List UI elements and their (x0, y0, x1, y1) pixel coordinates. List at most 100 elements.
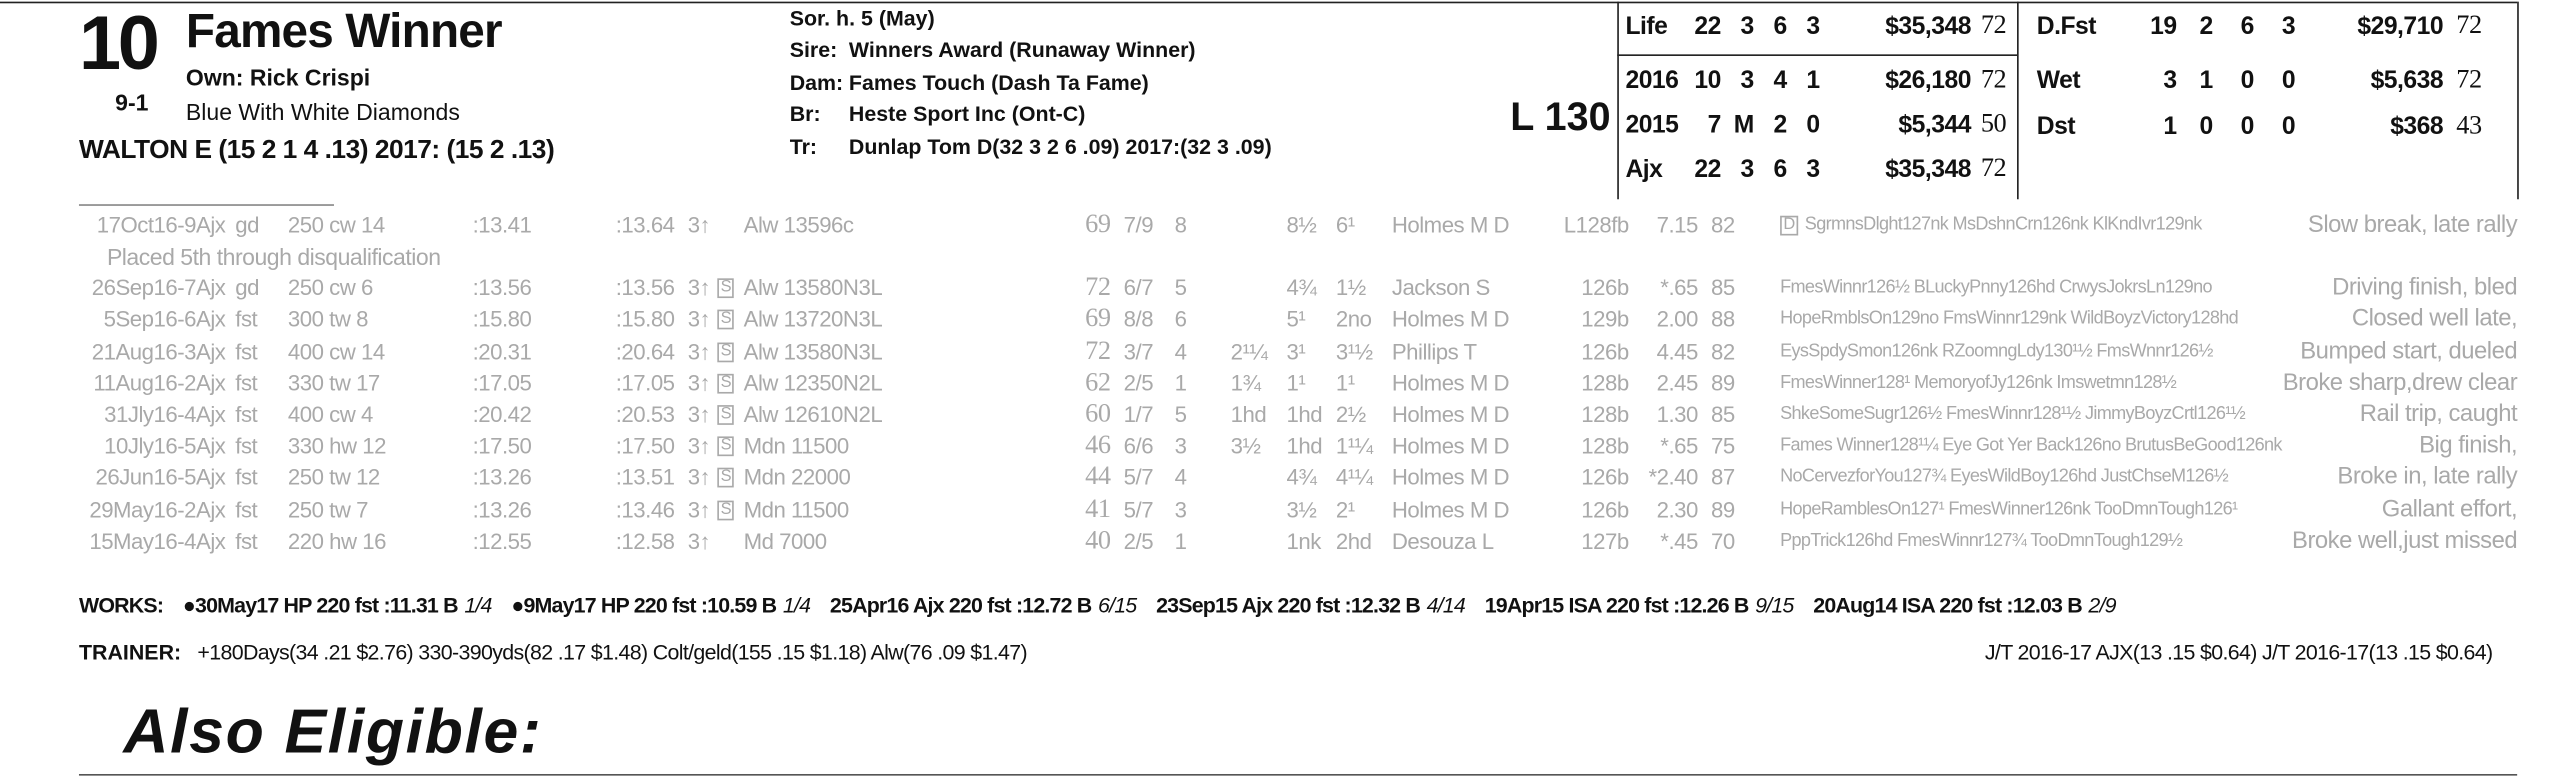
pedigree-label: Dam: (789, 69, 844, 94)
pp-top: SgrmnsDlght127nk MsDshnCrn126nk KlKndIvr… (1804, 214, 2203, 235)
record-value: 72 (1980, 65, 2007, 94)
pp-date: 17Oct16-9Ajx (96, 212, 226, 238)
pp-fig: 72 (1085, 273, 1111, 302)
pp-pp: 2/5 (1123, 528, 1154, 554)
record-label: Ajx (1625, 155, 1663, 184)
pp-sb: S (717, 436, 735, 457)
pp-f2: :17.50 (615, 433, 675, 459)
work-rank: 6/15 (1098, 592, 1137, 618)
pp-spd: 75 (1711, 433, 1735, 459)
pp-wt: 129b (1581, 307, 1629, 333)
pp-c2: 1nk (1286, 528, 1322, 554)
pp-pp: 2/5 (1123, 370, 1154, 396)
pp-jky: Holmes M D (1391, 433, 1510, 459)
pp-c1: 1¾ (1230, 370, 1261, 396)
pp-top: NoCervezforYou127¾ EyesWildBoy126hd Just… (1780, 467, 2229, 488)
pp-cond: gd (235, 212, 259, 238)
pp-race: Mdn 22000 (743, 465, 851, 491)
pp-st: 3 (1174, 497, 1187, 522)
jockey-trainer: J/T 2016-17 AJX(13 .15 $0.64) J/T 2016-1… (1984, 639, 2493, 665)
pp-dist: 330 hw 12 (287, 433, 387, 459)
pp-cmt: Gallant effort, (2381, 496, 2518, 523)
pp-cmt: Broke sharp,drew clear (2282, 369, 2518, 397)
record-label: Wet (2036, 66, 2081, 95)
pp-top: ShkeSomeSugr126½ FmesWinnr128¹½ JimmyBoy… (1780, 404, 2246, 425)
record-value: 1 (1806, 66, 1820, 95)
pp-fig: 72 (1085, 336, 1111, 365)
pp-f1: :13.26 (472, 497, 532, 522)
pp-sb: S (717, 468, 735, 489)
pedigree-label: Tr: (789, 133, 818, 159)
rule (2017, 1, 2019, 200)
record-value: 6 (2240, 12, 2255, 41)
pp-race: Alw 13580N3L (743, 275, 883, 301)
pp-age: 3↑ (687, 212, 711, 238)
record-value: $35,348 (1885, 155, 1971, 184)
record-value: 7 (1707, 111, 1722, 140)
weight: L 130 (1510, 95, 1611, 140)
record-value: 43 (2456, 111, 2482, 140)
work-rank: 2/9 (2088, 592, 2116, 618)
pp-cond: fst (235, 307, 258, 333)
pp-wt: 128b (1581, 370, 1629, 396)
pp-c2: 1¹ (1286, 370, 1306, 396)
pp-cmt: Rail trip, caught (2359, 401, 2518, 428)
pp-pp: 7/9 (1123, 212, 1154, 238)
pp-sb: S (717, 278, 735, 299)
pp-age: 3↑ (687, 338, 711, 364)
pp-race: Alw 13580N3L (743, 338, 883, 364)
pp-fin: 1½ (1335, 275, 1366, 301)
record-value: 19 (2150, 12, 2177, 41)
work-entry: 23Sep15 Ajx 220 fst :12.32 B (1156, 592, 1421, 618)
pp-pp: 5/7 (1123, 465, 1154, 491)
pp-wt: L128fb (1563, 212, 1629, 238)
pp-jky: Holmes M D (1391, 465, 1510, 491)
bullet: ● (182, 592, 196, 618)
rule (2517, 1, 2519, 200)
pp-cmt: Big finish, (2419, 433, 2518, 460)
pedigree-value: Fames Touch (Dash Ta Fame) (848, 69, 1149, 94)
record-value: 72 (1980, 154, 2007, 183)
record-value: 3 (1740, 12, 1755, 41)
pp-dist: 250 tw 12 (287, 465, 380, 491)
record-value: 6 (1773, 155, 1787, 184)
pp-c2: 3½ (1286, 497, 1317, 522)
pp-wt: 126b (1581, 497, 1629, 522)
record-value: 2 (1773, 111, 1787, 140)
silks: Blue With White Diamonds (185, 98, 460, 126)
pp-jky: Jackson S (1391, 275, 1491, 301)
pp-c1: 1hd (1230, 402, 1267, 427)
trainer-label: TRAINER: (78, 639, 182, 665)
record-value: 10 (1694, 66, 1721, 95)
pp-jky: Phillips T (1391, 338, 1477, 364)
pp-cmt: Closed well late, (2351, 306, 2518, 333)
pp-cond: fst (235, 465, 258, 491)
pp-fin: 2no (1335, 307, 1372, 333)
owner: Own: Rick Crispi (185, 64, 371, 91)
sex-age: Sor. h. 5 (May) (789, 5, 935, 31)
pp-f1: :17.50 (472, 433, 532, 459)
pp-f1: :15.80 (472, 307, 532, 333)
pp-age: 3↑ (687, 275, 711, 301)
pp-race: Md 7000 (743, 528, 827, 554)
pp-dist: 330 tw 17 (287, 370, 380, 396)
pp-race: Alw 13596c (743, 212, 854, 238)
pp-dq: D (1780, 215, 1799, 236)
pp-age: 3↑ (687, 465, 711, 491)
pp-top: Fames Winner128¹¼ Eye Got Yer Back126no … (1780, 435, 2282, 456)
pp-pp: 6/7 (1123, 275, 1154, 301)
pp-spd: 87 (1711, 465, 1735, 491)
work-entry: 20Aug14 ISA 220 fst :12.03 B (1813, 592, 2082, 618)
post-position: 10 (78, 0, 160, 86)
pp-race: Alw 12350N2L (743, 370, 883, 396)
pp-age: 3↑ (687, 497, 711, 522)
work-entry: 25Apr16 Ajx 220 fst :12.72 B (829, 592, 1092, 618)
pp-age: 3↑ (687, 528, 711, 554)
pp-f1: :20.31 (472, 338, 532, 364)
pp-pp: 3/7 (1123, 338, 1154, 364)
pp-fin: 6¹ (1335, 212, 1355, 238)
pp-spd: 82 (1711, 338, 1735, 364)
record-value: 3 (2163, 66, 2177, 95)
pp-cond: fst (235, 370, 258, 396)
pp-odds: 1.30 (1656, 402, 1699, 427)
